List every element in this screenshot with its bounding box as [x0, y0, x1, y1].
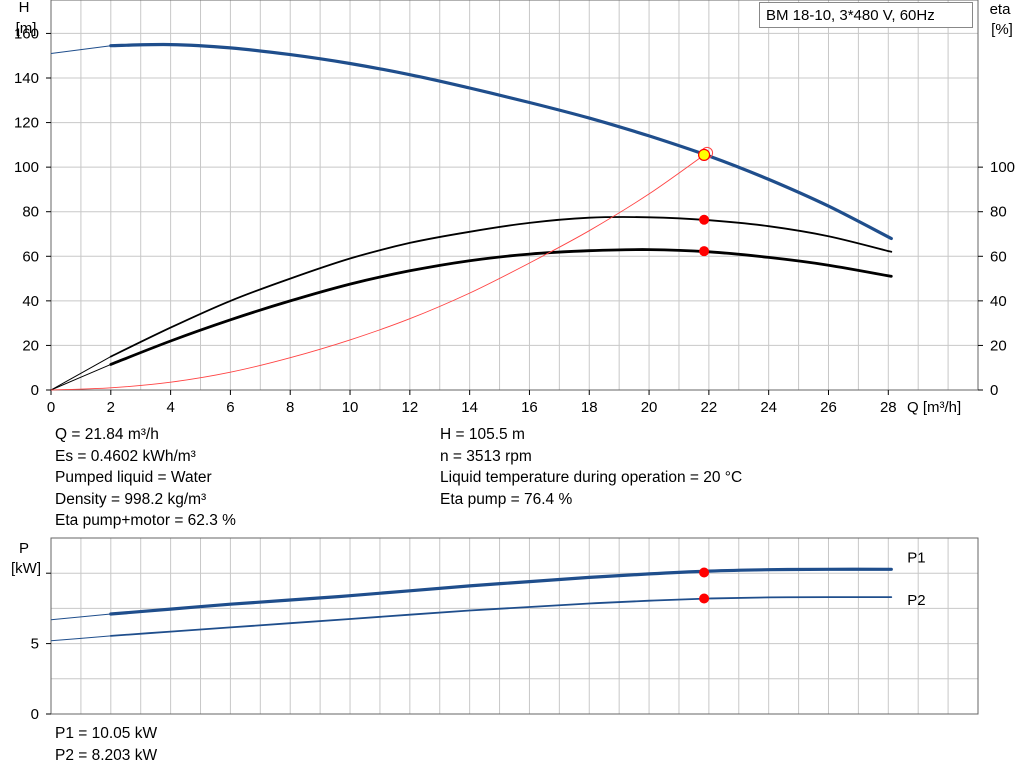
- p1-duty-point: [699, 567, 710, 578]
- info-head: H = 105.5 m: [440, 426, 525, 443]
- info-pumped-liquid: Pumped liquid = Water: [55, 469, 212, 486]
- y-right-axis-unit: [%]: [991, 21, 1013, 38]
- x-tick-label: 8: [286, 399, 294, 416]
- info-power-block: P1 = 10.05 kW P2 = 8.203 kW: [55, 723, 157, 766]
- power-curve-P1-extrapolated: [50, 613, 111, 621]
- curve-H: [109, 42, 893, 241]
- power-plot-area: [51, 538, 978, 714]
- power-series-label-P2: P2: [907, 592, 925, 609]
- x-tick-label: 24: [760, 399, 777, 416]
- x-tick-label: 4: [166, 399, 174, 416]
- x-tick-label: 22: [701, 399, 718, 416]
- info-left-block: Q = 21.84 m³/h Es = 0.4602 kWh/m³ Pumped…: [55, 424, 236, 532]
- power-curve-P2: [109, 596, 893, 637]
- eta-pump-duty-point: [699, 214, 710, 225]
- x-tick-label: 20: [641, 399, 658, 416]
- y-left-tick-label: 140: [14, 70, 39, 87]
- top-plot-frame: [50, 0, 979, 391]
- y-left-tick-label: 0: [31, 382, 39, 399]
- info-eta-pump-motor: Eta pump+motor = 62.3 %: [55, 512, 236, 529]
- y-right-tick-label: 40: [990, 293, 1007, 310]
- power-curve-P1: [109, 567, 893, 616]
- power-y-axis-symbol: P: [19, 540, 29, 557]
- curve-eta_total-extrapolated: [50, 363, 111, 391]
- x-axis-label: Q [m³/h]: [907, 399, 961, 416]
- eta-total-duty-point: [699, 246, 710, 257]
- x-tick-label: 0: [47, 399, 55, 416]
- x-tick-label: 16: [521, 399, 538, 416]
- x-tick-label: 12: [401, 399, 418, 416]
- y-left-axis-unit: [m]: [16, 20, 37, 37]
- y-left-tick-label: 60: [22, 248, 39, 265]
- curve-H-extrapolated: [50, 45, 111, 54]
- curve-eta_pump: [109, 216, 893, 358]
- power-curve-P2-extrapolated: [50, 635, 111, 642]
- y-left-tick-label: 20: [22, 337, 39, 354]
- info-density: Density = 998.2 kg/m³: [55, 490, 207, 508]
- y-right-tick-label: 100: [990, 159, 1015, 176]
- power-series-label-P1: P1: [907, 549, 925, 566]
- info-liquid-temperature: Liquid temperature during operation = 20…: [440, 469, 743, 486]
- power-plot-frame: [50, 537, 979, 715]
- x-tick-label: 10: [342, 399, 359, 416]
- x-tick-label: 14: [461, 399, 478, 416]
- info-specific-energy: Es = 0.4602 kWh/m³: [55, 447, 196, 465]
- y-right-tick-label: 80: [990, 204, 1007, 221]
- y-left-axis-symbol: H: [19, 0, 30, 16]
- p2-duty-point: [699, 593, 710, 604]
- x-tick-label: 6: [226, 399, 234, 416]
- y-right-tick-label: 60: [990, 248, 1007, 265]
- info-p2: P2 = 8.203 kW: [55, 746, 158, 764]
- info-flow: Q = 21.84 m³/h: [55, 426, 159, 443]
- x-tick-label: 2: [107, 399, 115, 416]
- x-tick-label: 28: [880, 399, 897, 416]
- y-right-tick-label: 0: [990, 382, 998, 399]
- x-tick-label: 26: [820, 399, 837, 416]
- power-y-axis-unit: [kW]: [11, 560, 41, 577]
- y-left-tick-label: 100: [14, 159, 39, 176]
- curve-Es: [50, 151, 710, 391]
- power-y-tick-label: 5: [31, 636, 39, 653]
- chart-legend-title: BM 18-10, 3*480 V, 60Hz: [759, 2, 973, 28]
- y-left-tick-label: 120: [14, 115, 39, 132]
- y-left-tick-label: 80: [22, 204, 39, 221]
- power-y-tick-label: 0: [31, 706, 39, 723]
- x-tick-label: 18: [581, 399, 598, 416]
- y-right-axis-symbol: eta: [990, 1, 1012, 18]
- curve-eta_total: [109, 248, 893, 366]
- info-right-block: H = 105.5 m n = 3513 rpm Liquid temperat…: [440, 424, 742, 510]
- info-eta-pump: Eta pump = 76.4 %: [440, 490, 573, 508]
- y-left-tick-label: 40: [22, 293, 39, 310]
- top-plot-area: [51, 0, 978, 390]
- info-p1: P1 = 10.05 kW: [55, 725, 158, 742]
- y-left-tick-label: 160: [14, 25, 39, 42]
- y-right-tick-label: 20: [990, 337, 1007, 354]
- head-duty-point: [697, 148, 711, 161]
- info-speed: n = 3513 rpm: [440, 447, 532, 465]
